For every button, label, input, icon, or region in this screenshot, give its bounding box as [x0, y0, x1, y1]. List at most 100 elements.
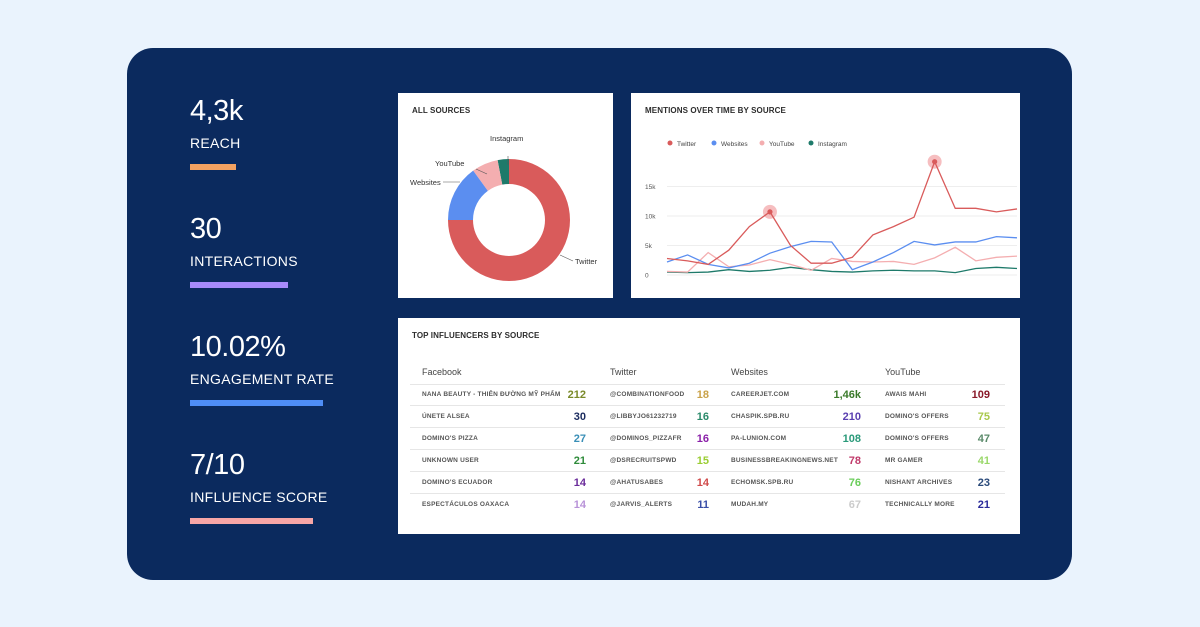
- peak-point: [932, 159, 938, 165]
- row-divider: [873, 449, 1005, 450]
- influencer-name[interactable]: @DSRECRUITSPWD: [610, 457, 677, 464]
- influencer-name[interactable]: MUDAH.MY: [731, 501, 769, 508]
- row-divider: [873, 427, 1005, 428]
- influencer-count: 210: [842, 411, 861, 423]
- kpi-label: REACH: [190, 135, 241, 151]
- influencer-count: 21: [977, 499, 990, 511]
- donut-label-youtube: YouTube: [435, 159, 464, 168]
- influencer-name[interactable]: CAREERJET.COM: [731, 391, 790, 398]
- influencer-count: 30: [573, 411, 586, 423]
- influencer-name[interactable]: DOMINO'S ECUADOR: [422, 479, 493, 486]
- influencer-name[interactable]: AWAIS MAHI: [885, 391, 927, 398]
- influencer-name[interactable]: BUSINESSBREAKINGNEWS.NET: [731, 457, 839, 464]
- mentions-line-chart: Twitter Websites YouTube Instagram 15k 10…: [645, 140, 1018, 280]
- header-divider: [598, 384, 719, 385]
- series-line-twitter[interactable]: [666, 159, 1018, 266]
- y-tick-label: 15k: [645, 184, 656, 191]
- influencer-count: 11: [697, 499, 709, 511]
- kpi-value: 7/10: [190, 449, 245, 481]
- influencer-count: 108: [842, 433, 861, 445]
- sources-donut-chart: Instagram YouTube Websites Twitter: [410, 134, 598, 281]
- kpi-interactions: 30 INTERACTIONS: [190, 212, 298, 288]
- donut-slice-websites[interactable]: [448, 170, 488, 220]
- influencer-name[interactable]: NANA BEAUTY - THIÊN ĐƯỜNG MỸ PHẨM: [422, 391, 561, 398]
- influencer-name[interactable]: ÚNETE ALSEA: [422, 413, 470, 420]
- series-line-websites[interactable]: [666, 235, 1018, 271]
- influencer-name[interactable]: TECHNICALLY MORE: [885, 501, 955, 508]
- influencer-name[interactable]: DOMINO'S OFFERS: [885, 413, 949, 420]
- influencer-count: 41: [977, 455, 990, 467]
- influencer-count: 14: [573, 477, 586, 489]
- legend-websites: Websites: [721, 141, 748, 148]
- row-divider: [410, 493, 598, 494]
- row-divider: [598, 427, 719, 428]
- row-divider: [598, 493, 719, 494]
- row-divider: [873, 405, 1005, 406]
- kpi-value: 30: [190, 213, 222, 245]
- influencer-name[interactable]: MR GAMER: [885, 457, 923, 464]
- kpi-influence-score: 7/10 INFLUENCE SCORE: [190, 448, 328, 524]
- legend-instagram: Instagram: [818, 141, 847, 148]
- mentions-over-time-card: MENTIONS OVER TIME BY SOURCE Twitter Web…: [631, 93, 1020, 298]
- influencer-name[interactable]: UNKNOWN USER: [422, 457, 479, 464]
- influencer-count: 47: [977, 433, 990, 445]
- influencer-name[interactable]: @COMBINATIONFOOD: [610, 391, 685, 398]
- influencer-count: 1,46k: [833, 389, 861, 401]
- dashboard-panel: 4,3k REACH 30 INTERACTIONS 10.02% ENGAGE…: [127, 48, 1072, 580]
- peak-point: [767, 209, 773, 215]
- row-divider: [719, 471, 873, 472]
- kpi-engagement-rate: 10.02% ENGAGEMENT RATE: [190, 330, 334, 406]
- influencer-name[interactable]: @DOMINOS_PIZZAFR: [610, 435, 682, 442]
- donut-label-websites: Websites: [410, 178, 441, 187]
- row-divider: [410, 471, 598, 472]
- row-divider: [410, 449, 598, 450]
- donut-slice-youtube[interactable]: [473, 160, 503, 191]
- donut-slice-twitter[interactable]: [448, 159, 570, 281]
- influencer-count: 67: [848, 499, 861, 511]
- influencer-name[interactable]: DOMINO'S OFFERS: [885, 435, 949, 442]
- influencer-count: 212: [567, 389, 586, 401]
- kpi-label: INFLUENCE SCORE: [190, 489, 328, 505]
- influencer-name[interactable]: @JARVIS_ALERTS: [610, 501, 673, 508]
- legend-youtube: YouTube: [769, 141, 795, 148]
- top-influencers-card: TOP INFLUENCERS BY SOURCE Facebook NANA B…: [398, 318, 1020, 534]
- influencer-name[interactable]: CHASPIK.SPB.RU: [731, 413, 790, 420]
- influencer-count: 16: [696, 433, 709, 445]
- row-divider: [598, 471, 719, 472]
- influencer-name[interactable]: ESPECTÁCULOS OAXACA: [422, 501, 510, 508]
- kpi-bar: [190, 518, 313, 524]
- influencer-name[interactable]: ECHOMSK.SPB.RU: [731, 479, 794, 486]
- column-header-youtube: YouTube: [885, 367, 921, 377]
- row-divider: [598, 449, 719, 450]
- influencer-count: 75: [977, 411, 990, 423]
- legend-dot-youtube: [759, 140, 765, 146]
- influencer-count: 16: [696, 411, 709, 423]
- legend: Twitter Websites YouTube Instagram: [667, 140, 847, 148]
- series-line-instagram[interactable]: [666, 266, 1018, 274]
- influencer-name[interactable]: NISHANT ARCHIVES: [885, 479, 953, 486]
- donut-label-instagram: Instagram: [490, 134, 523, 143]
- influencer-count: 21: [573, 455, 586, 467]
- influencer-name[interactable]: PA-LUNION.COM: [731, 435, 787, 442]
- influencer-count: 78: [848, 455, 861, 467]
- row-divider: [410, 405, 598, 406]
- influencer-count: 15: [696, 455, 709, 467]
- row-divider: [410, 427, 598, 428]
- kpi-value: 10.02%: [190, 331, 286, 363]
- row-divider: [719, 405, 873, 406]
- row-divider: [719, 449, 873, 450]
- kpi-value: 4,3k: [190, 95, 243, 127]
- influencer-name[interactable]: @LIBBYJO61232719: [610, 413, 677, 420]
- column-header-facebook: Facebook: [422, 367, 462, 377]
- influencer-count: 23: [977, 477, 990, 489]
- influencer-name[interactable]: @AHATUSABES: [610, 479, 664, 486]
- card-title: ALL SOURCES: [412, 106, 471, 115]
- column-header-twitter: Twitter: [610, 367, 637, 377]
- header-divider: [410, 384, 598, 385]
- donut-slice-instagram[interactable]: [497, 159, 509, 185]
- influencer-name[interactable]: DOMINO'S PIZZA: [422, 435, 478, 442]
- kpi-label: ENGAGEMENT RATE: [190, 371, 335, 387]
- y-tick-label: 5k: [645, 243, 653, 250]
- kpi-bar: [190, 282, 288, 288]
- column-header-websites: Websites: [731, 367, 768, 377]
